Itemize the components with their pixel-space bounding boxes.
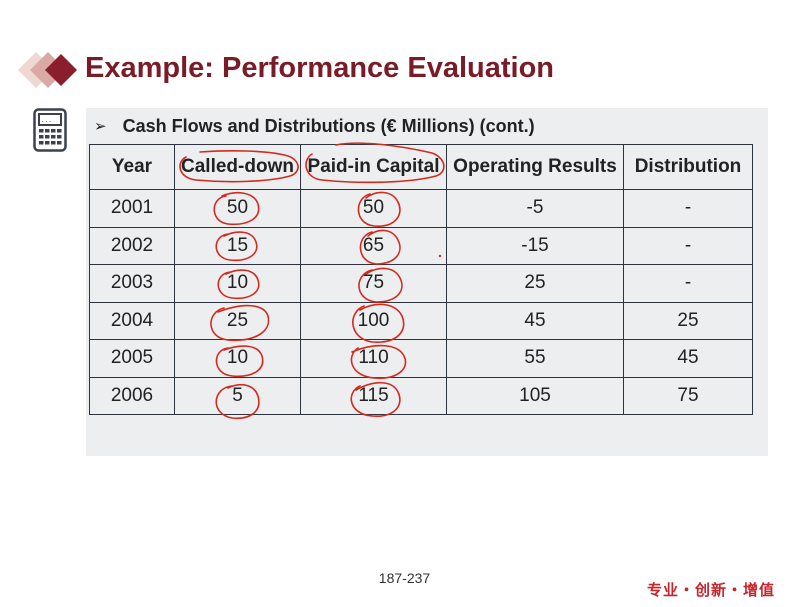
bullet-item: ➢ Cash Flows and Distributions (€ Millio… bbox=[94, 114, 535, 138]
svg-text:...: ... bbox=[41, 117, 52, 124]
table-row: 2006 5 115 105 75 bbox=[89, 376, 753, 415]
cell-paid-in-capital: 65 bbox=[300, 226, 447, 265]
cell-paid-in-capital: 115 bbox=[300, 376, 447, 415]
table-row: 2002 15 65 -15 - bbox=[89, 226, 753, 265]
cell-year: 2003 bbox=[89, 264, 175, 303]
cell-operating-results: -5 bbox=[446, 189, 624, 228]
table-row: 2003 10 75 25 - bbox=[89, 264, 753, 303]
header-called-down: Called-down bbox=[174, 144, 301, 190]
page-number: 187-237 bbox=[378, 570, 431, 586]
header-operating-results: Operating Results bbox=[446, 144, 624, 190]
arrow-bullet-icon: ➢ bbox=[94, 117, 107, 135]
cell-operating-results: 55 bbox=[446, 339, 624, 378]
cell-paid-in-capital: 110 bbox=[300, 339, 447, 378]
cell-paid-in-capital: 50 bbox=[300, 189, 447, 228]
table-row: 2005 10 110 55 45 bbox=[89, 339, 753, 378]
footer-slogan: 专业・创新・增值 bbox=[646, 581, 775, 599]
header-year: Year bbox=[89, 144, 175, 190]
cell-paid-in-capital: 75 bbox=[300, 264, 447, 303]
table-header-row: Year Called-down Paid-in Capital Operati… bbox=[89, 144, 753, 190]
calculator-icon: ... bbox=[33, 108, 67, 152]
table-row: 2004 25 100 45 25 bbox=[89, 301, 753, 340]
cell-distribution: 75 bbox=[623, 376, 753, 415]
cash-flow-table: Year Called-down Paid-in Capital Operati… bbox=[89, 144, 753, 415]
slide-title: Example: Performance Evaluation bbox=[85, 52, 554, 84]
cell-distribution: - bbox=[623, 189, 753, 228]
cell-year: 2001 bbox=[89, 189, 175, 228]
cell-distribution: 45 bbox=[623, 339, 753, 378]
header-distribution: Distribution bbox=[623, 144, 753, 190]
bullet-text: Cash Flows and Distributions (€ Millions… bbox=[122, 115, 535, 136]
cell-year: 2002 bbox=[89, 226, 175, 265]
cell-operating-results: 45 bbox=[446, 301, 624, 340]
cell-year: 2004 bbox=[89, 301, 175, 340]
cell-distribution: - bbox=[623, 264, 753, 303]
table-row: 2001 50 50 -5 - bbox=[89, 189, 753, 228]
cell-operating-results: 105 bbox=[446, 376, 624, 415]
cell-called-down: 10 bbox=[174, 264, 301, 303]
cell-called-down: 10 bbox=[174, 339, 301, 378]
cell-distribution: 25 bbox=[623, 301, 753, 340]
cell-year: 2006 bbox=[89, 376, 175, 415]
cell-called-down: 50 bbox=[174, 189, 301, 228]
cell-operating-results: 25 bbox=[446, 264, 624, 303]
cell-year: 2005 bbox=[89, 339, 175, 378]
diamond-logo-icon bbox=[18, 52, 77, 88]
cell-called-down: 25 bbox=[174, 301, 301, 340]
cell-distribution: - bbox=[623, 226, 753, 265]
cell-paid-in-capital: 100 bbox=[300, 301, 447, 340]
cell-operating-results: -15 bbox=[446, 226, 624, 265]
cell-called-down: 5 bbox=[174, 376, 301, 415]
cell-called-down: 15 bbox=[174, 226, 301, 265]
header-paid-in-capital: Paid-in Capital bbox=[300, 144, 447, 190]
